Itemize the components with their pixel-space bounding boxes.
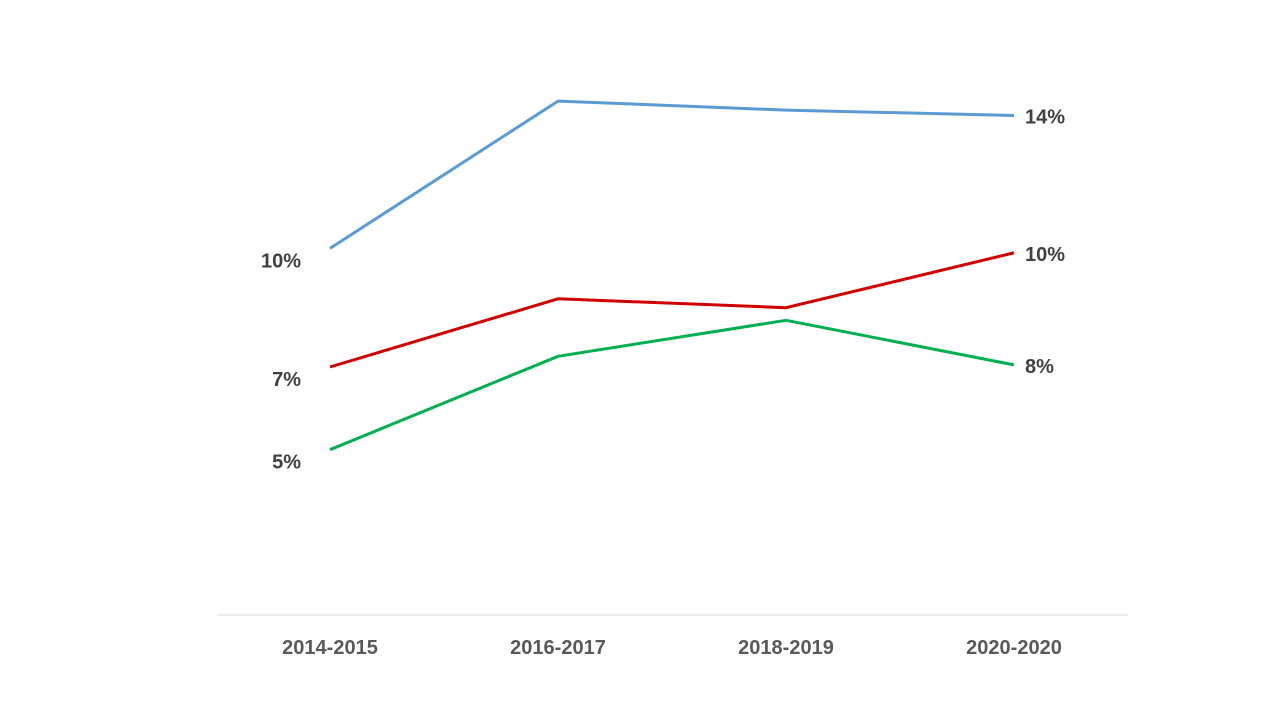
- x-tick-label: 2014-2015: [282, 637, 378, 659]
- data-label: 7%: [272, 369, 301, 391]
- data-label: 10%: [261, 250, 301, 272]
- data-label: 10%: [1025, 244, 1065, 266]
- series-lines: [329, 99, 1015, 452]
- series-line: [329, 251, 1015, 369]
- data-label: 5%: [272, 452, 301, 474]
- x-tick-label: 2016-2017: [510, 637, 606, 659]
- data-labels: 10% 14% 7% 10% 5% 8%: [261, 107, 1065, 474]
- series-line: [329, 99, 1015, 250]
- series-line: [329, 318, 1015, 452]
- x-tick-label: 2020-2020: [966, 637, 1062, 659]
- x-tick-label: 2018-2019: [738, 637, 834, 659]
- data-label: 8%: [1025, 356, 1054, 378]
- x-tick-labels: 2014-2015 2016-2017 2018-2019 2020-2020: [282, 637, 1062, 659]
- data-label: 14%: [1025, 107, 1065, 129]
